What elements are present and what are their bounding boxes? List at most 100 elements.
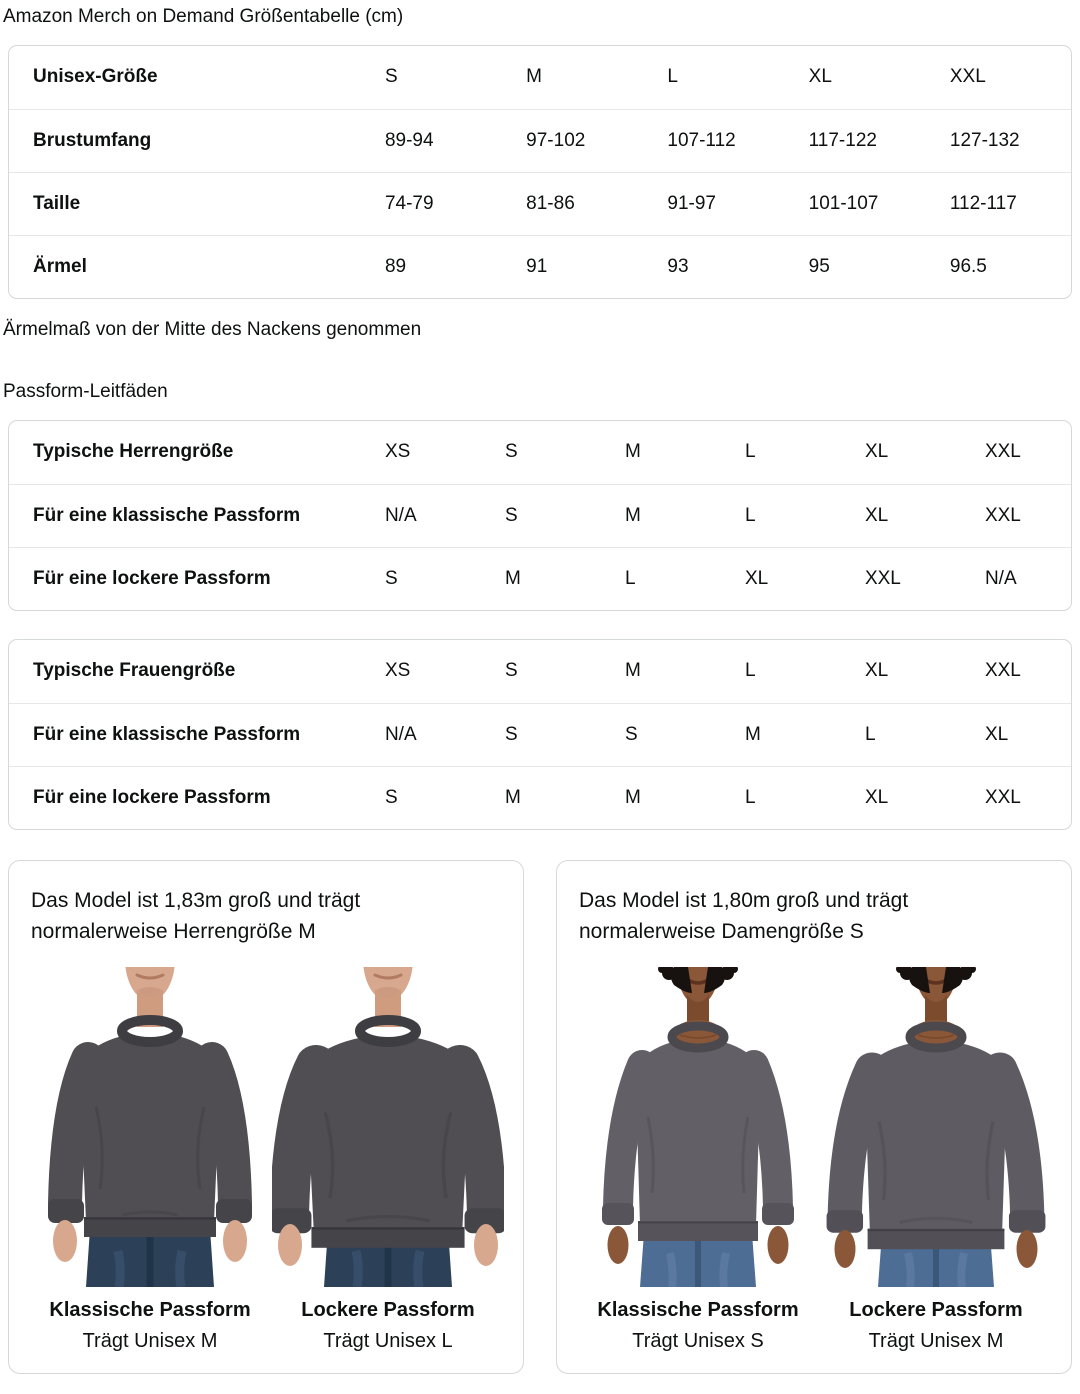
table-cell: XS (384, 660, 411, 682)
table-cell: 93 (667, 234, 809, 298)
table-row: Typische Herrengröße XS S M L XL XXL (9, 421, 1071, 484)
table-cell: XXL (984, 660, 1021, 682)
table-cell: S (624, 702, 745, 766)
row-label: Typische Frauengröße (33, 660, 236, 682)
model-card-women: Das Model ist 1,80m groß und trägt norma… (556, 860, 1072, 1374)
table-row: Brustumfang 89-94 97-102 107-112 117-122… (9, 108, 1071, 172)
table-cell: 74-79 (384, 171, 527, 235)
table-cell: N/A (384, 483, 505, 547)
table-cell: XL (744, 546, 865, 610)
row-label: Unisex-Größe (33, 66, 158, 88)
table-cell: L (744, 441, 756, 463)
table-cell: XL (808, 66, 832, 88)
row-label: Für eine klassische Passform (9, 702, 385, 766)
table-cell: 91-97 (667, 171, 809, 235)
table-cell: XL (864, 660, 889, 682)
table-cell: M (744, 702, 865, 766)
table-cell: XL (864, 483, 985, 547)
table-cell: 112-117 (949, 171, 1071, 235)
row-label: Für eine lockere Passform (9, 546, 385, 610)
model-card-men: Das Model ist 1,83m groß und trägt norma… (8, 860, 524, 1374)
table-row: Für eine klassische Passform N/A S M L X… (9, 483, 1071, 547)
fit-caption-subtitle: Trägt Unisex S (632, 1330, 764, 1352)
table-cell: M (624, 765, 745, 829)
model-card-women-heading: Das Model ist 1,80m groß und trägt norma… (579, 889, 909, 943)
table-row: Taille 74-79 81-86 91-97 101-107 112-117 (9, 171, 1071, 235)
table-cell: M (624, 660, 641, 682)
table-cell: L (744, 660, 756, 682)
size-table-card: Unisex-Größe S M L XL XXL Brustumfang 89… (8, 45, 1072, 299)
fit-caption-subtitle: Trägt Unisex L (323, 1330, 453, 1352)
table-row: Für eine lockere Passform S M L XL XXL N… (9, 546, 1071, 610)
women-loose-fit-figure: Lockere Passform Trägt Unisex M (817, 967, 1055, 1353)
table-row: Unisex-Größe S M L XL XXL (9, 46, 1071, 109)
model-card-men-heading: Das Model ist 1,83m groß und trägt norma… (31, 889, 361, 943)
fit-caption-title: Lockere Passform (301, 1299, 475, 1321)
table-cell: 127-132 (949, 108, 1071, 172)
fit-caption-subtitle: Trägt Unisex M (868, 1330, 1004, 1352)
table-cell: XXL (984, 765, 1071, 829)
table-cell: 81-86 (526, 171, 668, 235)
table-cell: XL (864, 765, 985, 829)
fit-guide-women-card: Typische Frauengröße XS S M L XL XXL Für… (8, 639, 1072, 830)
table-cell: XXL (984, 483, 1071, 547)
table-cell: S (504, 441, 518, 463)
table-row: Für eine lockere Passform S M M L XL XXL (9, 765, 1071, 829)
table-cell: M (624, 483, 745, 547)
table-cell: L (667, 66, 678, 88)
table-cell: 101-107 (808, 171, 950, 235)
table-cell: M (504, 765, 625, 829)
table-cell: XL (984, 702, 1071, 766)
model-photo-men-loose-fit (272, 967, 504, 1287)
row-label: Für eine lockere Passform (9, 765, 385, 829)
fit-guide-men-card: Typische Herrengröße XS S M L XL XXL Für… (8, 420, 1072, 611)
table-cell: 89-94 (384, 108, 527, 172)
table-row: Für eine klassische Passform N/A S S M L… (9, 702, 1071, 766)
size-table: Unisex-Größe S M L XL XXL Brustumfang 89… (9, 46, 1071, 298)
table-cell: 97-102 (526, 108, 668, 172)
model-photo-men-classic-fit (48, 967, 252, 1287)
fit-caption-title: Klassische Passform (597, 1299, 799, 1321)
table-cell: M (624, 441, 641, 463)
table-cell: L (864, 702, 985, 766)
table-cell: 91 (526, 234, 668, 298)
fit-guide-table-women: Typische Frauengröße XS S M L XL XXL Für… (9, 640, 1071, 829)
table-cell: N/A (984, 546, 1071, 610)
model-photo-women-classic-fit (602, 967, 794, 1287)
table-cell: M (526, 66, 542, 88)
table-cell: 107-112 (667, 108, 809, 172)
table-cell: L (744, 765, 865, 829)
fit-guides-section-title: Passform-Leitfäden (3, 381, 168, 402)
fit-caption-title: Lockere Passform (849, 1299, 1023, 1321)
model-photo-women-loose-fit (826, 967, 1046, 1287)
table-cell: 96.5 (949, 234, 1071, 298)
table-cell: XXL (864, 546, 985, 610)
table-cell: L (744, 483, 865, 547)
fit-caption-title: Klassische Passform (49, 1299, 251, 1321)
men-classic-fit-figure: Klassische Passform Trägt Unisex M (31, 967, 269, 1353)
table-cell: XXL (949, 66, 986, 88)
table-cell: S (504, 660, 518, 682)
table-cell: M (504, 546, 625, 610)
table-cell: XL (864, 441, 889, 463)
table-cell: 95 (808, 234, 950, 298)
table-cell: L (624, 546, 745, 610)
row-label: Taille (9, 171, 385, 235)
table-cell: S (504, 483, 625, 547)
fit-guide-table-men: Typische Herrengröße XS S M L XL XXL Für… (9, 421, 1071, 610)
fit-caption-subtitle: Trägt Unisex M (82, 1330, 218, 1352)
table-cell: N/A (384, 702, 505, 766)
page-title: Amazon Merch on Demand Größentabelle (cm… (3, 6, 404, 27)
table-cell: S (384, 765, 505, 829)
table-cell: XS (384, 441, 411, 463)
table-cell: S (384, 546, 505, 610)
table-cell: XXL (984, 441, 1021, 463)
model-cards-row: Das Model ist 1,83m groß und trägt norma… (8, 860, 1072, 1374)
table-cell: S (384, 66, 398, 88)
row-label: Für eine klassische Passform (9, 483, 385, 547)
table-row: Ärmel 89 91 93 95 96.5 (9, 234, 1071, 298)
sleeve-measure-note: Ärmelmaß von der Mitte des Nackens genom… (3, 319, 422, 340)
table-cell: S (504, 702, 625, 766)
row-label: Brustumfang (9, 108, 385, 172)
table-cell: 89 (384, 234, 527, 298)
